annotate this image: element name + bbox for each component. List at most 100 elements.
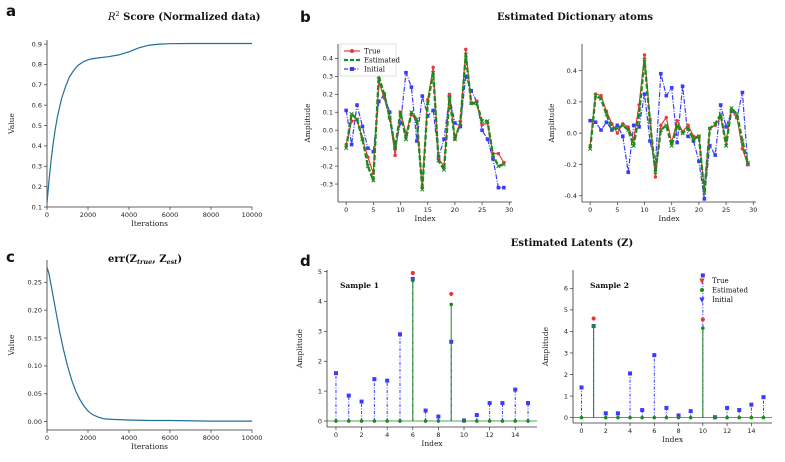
legend-latents: ▼ True Estimated ▼ Initial bbox=[699, 277, 748, 304]
point-initial bbox=[686, 134, 690, 139]
marker-initial bbox=[526, 401, 531, 406]
marker-estimated bbox=[652, 415, 657, 420]
marker-estimated bbox=[334, 419, 338, 423]
chart-c-title: err(Ztrue, Zest) bbox=[108, 254, 182, 266]
marker-estimated bbox=[616, 415, 620, 420]
y-tick-label: -0.4 bbox=[564, 192, 577, 200]
y-tick-label: 1 bbox=[318, 387, 322, 395]
point-initial bbox=[485, 137, 490, 141]
marker-initial bbox=[500, 401, 505, 406]
x-tick-label: 5 bbox=[371, 206, 375, 214]
marker-initial bbox=[737, 408, 742, 413]
y-tick-label: 1 bbox=[564, 392, 568, 400]
marker-estimated bbox=[436, 419, 441, 423]
point-estimated bbox=[669, 143, 674, 148]
chart-a-title: R2 Score (Normalized data) bbox=[107, 10, 261, 23]
x-axis-label: Index bbox=[658, 214, 680, 223]
marker-initial bbox=[513, 387, 518, 392]
point-estimated bbox=[664, 123, 669, 128]
point-estimated bbox=[718, 112, 723, 117]
point-initial bbox=[707, 143, 712, 148]
point-estimated bbox=[642, 57, 647, 62]
point-true bbox=[431, 65, 435, 70]
marker-estimated bbox=[526, 419, 530, 423]
y-tick-label: 0.25 bbox=[28, 279, 42, 287]
x-tick-label: 6000 bbox=[162, 434, 179, 442]
x-axis-label: Index bbox=[662, 435, 684, 444]
marker-estimated bbox=[449, 302, 454, 307]
marker-initial bbox=[688, 409, 693, 414]
marker-initial bbox=[761, 395, 766, 400]
x-tick-label: 12 bbox=[485, 431, 493, 439]
x-tick-label: 12 bbox=[723, 427, 731, 435]
x-tick-label: 30 bbox=[505, 206, 513, 214]
marker-initial bbox=[615, 411, 620, 416]
marker-estimated bbox=[410, 278, 415, 283]
chart-b-dictionary-atom-1: 0 5 10 15 20 25 30 -0.3 -0.2 -0.1 0.0 0.1 0.2 0.3 0.4 I… bbox=[303, 44, 513, 223]
x-tick-label: 10000 bbox=[242, 211, 263, 219]
point-initial bbox=[702, 197, 707, 201]
point-estimated bbox=[658, 127, 663, 133]
x-axis-label: Iterations bbox=[131, 442, 168, 451]
y-tick-label: 4 bbox=[564, 328, 568, 336]
point-estimated bbox=[620, 123, 625, 128]
point-estimated bbox=[745, 160, 750, 166]
point-estimated bbox=[371, 178, 376, 183]
y-tick-label: -0.3 bbox=[320, 180, 333, 188]
marker-initial bbox=[359, 399, 364, 404]
dictionary-title: Estimated Dictionary atoms bbox=[497, 12, 653, 23]
point-estimated bbox=[403, 137, 409, 142]
x-tick-label: 4000 bbox=[121, 434, 138, 442]
y-tick-label: 0.3 bbox=[32, 163, 42, 171]
marker-initial bbox=[436, 414, 441, 419]
x-tick-label: 10 bbox=[640, 206, 648, 214]
point-initial bbox=[631, 123, 636, 128]
marker-initial bbox=[333, 371, 338, 376]
y-tick-label: 0.9 bbox=[32, 40, 42, 48]
point-estimated bbox=[398, 110, 403, 115]
y-tick-label: 0.4 bbox=[32, 142, 42, 150]
y-tick-label: 4 bbox=[318, 298, 322, 306]
legend-estimated-label: Estimated bbox=[364, 57, 401, 65]
y-tick-label: 0.05 bbox=[28, 390, 42, 398]
point-initial bbox=[718, 103, 723, 107]
series-line bbox=[46, 42, 252, 203]
panel-letter-b: b bbox=[300, 8, 311, 26]
marker-estimated bbox=[749, 415, 754, 420]
point-initial bbox=[469, 88, 474, 93]
point-initial bbox=[626, 170, 631, 175]
y-tick-label: 0.15 bbox=[28, 334, 42, 342]
point-initial bbox=[691, 139, 696, 143]
x-tick-label: 6 bbox=[411, 431, 415, 439]
chart-a-r2-score: 0 2000 4000 6000 8000 10000 0.1 0.2 0.3 0.4 0.5 0.6… bbox=[7, 40, 262, 228]
point-estimated bbox=[609, 126, 615, 131]
point-true bbox=[653, 175, 658, 179]
marker-estimated bbox=[579, 415, 584, 420]
point-initial bbox=[604, 120, 609, 125]
marker-estimated bbox=[664, 415, 669, 420]
point-true bbox=[642, 53, 647, 57]
marker-initial bbox=[640, 408, 645, 413]
point-estimated bbox=[598, 96, 604, 101]
y-tick-label: 3 bbox=[564, 349, 568, 357]
x-axis-label: Iterations bbox=[131, 219, 168, 228]
marker-estimated bbox=[701, 326, 705, 330]
point-estimated bbox=[425, 101, 430, 106]
point-initial bbox=[387, 110, 392, 115]
point-initial bbox=[431, 108, 435, 113]
point-estimated bbox=[436, 158, 441, 163]
point-initial bbox=[480, 128, 484, 132]
point-true bbox=[393, 153, 397, 158]
point-estimated bbox=[485, 119, 490, 124]
marker-initial bbox=[652, 353, 657, 358]
point-estimated bbox=[707, 126, 712, 131]
marker-estimated bbox=[346, 419, 351, 423]
marker-true bbox=[591, 316, 596, 321]
marker-initial bbox=[579, 385, 584, 390]
marker-initial bbox=[676, 413, 681, 418]
legend-initial-label: Initial bbox=[364, 66, 386, 74]
marker-estimated bbox=[513, 419, 518, 423]
point-estimated bbox=[615, 126, 620, 131]
legend-d-initial-label: Initial bbox=[712, 296, 734, 304]
point-true bbox=[664, 115, 668, 120]
